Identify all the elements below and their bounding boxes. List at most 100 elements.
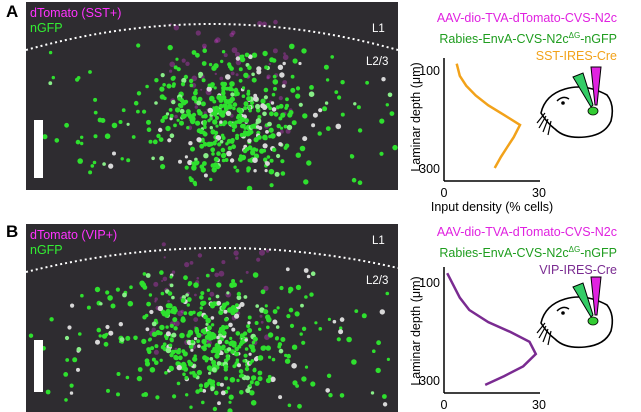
tomato-signal [194, 105, 198, 109]
ngfp-cell [93, 110, 98, 115]
ngfp-cell [146, 301, 151, 307]
ngfp-cell [230, 88, 235, 92]
ngfp-cell [200, 300, 206, 307]
label-ngfp-a: nGFP [30, 21, 63, 35]
tomato-signal [265, 249, 270, 253]
ngfp-cell [207, 83, 212, 88]
ngfp-cell [208, 297, 212, 301]
ngfp-cell [238, 369, 244, 374]
tomato-signal [260, 320, 264, 324]
ngfp-cell [242, 123, 246, 128]
xtick-a-0: 0 [441, 186, 448, 200]
ngfp-cell [269, 57, 275, 63]
ngfp-cell [263, 87, 269, 93]
ngfp-cell [381, 77, 386, 82]
ngfp-cell [245, 388, 251, 394]
ngfp-cell [203, 314, 208, 320]
ngfp-cell [278, 116, 283, 121]
ngfp-cell [262, 134, 268, 141]
ngfp-cell [174, 107, 181, 113]
ngfp-cell [210, 331, 216, 338]
ngfp-cell [306, 274, 311, 279]
ngfp-cell [246, 96, 252, 102]
ngfp-cell [201, 78, 206, 83]
ngfp-cell [265, 314, 271, 320]
ngfp-cell [304, 365, 309, 369]
ngfp-cell [225, 110, 231, 116]
ngfp-cell [205, 273, 210, 278]
ngfp-cell [107, 295, 113, 301]
tomato-signal [167, 300, 170, 303]
ngfp-cell [136, 375, 143, 382]
ngfp-cell [159, 156, 165, 161]
ngfp-cell [260, 289, 266, 295]
ngfp-cell [165, 347, 172, 354]
xtick-b-30: 30 [532, 398, 546, 412]
ngfp-cell [276, 123, 281, 129]
ngfp-cell [299, 332, 303, 336]
ngfp-cell [167, 44, 173, 51]
ngfp-cell [216, 335, 220, 340]
ngfp-cell [165, 325, 169, 329]
tomato-signal [215, 37, 221, 43]
ngfp-cell [171, 99, 176, 105]
ngfp-cell [257, 115, 262, 119]
ngfp-cell [379, 151, 384, 156]
ngfp-cell [385, 291, 390, 296]
ngfp-cell [180, 316, 186, 321]
ngfp-cell [300, 303, 304, 308]
ngfp-cell [314, 321, 318, 325]
layer-label-l1-b: L1 [372, 235, 385, 247]
ngfp-cell [294, 311, 300, 317]
ngfp-cell [257, 370, 263, 376]
ngfp-cell [310, 271, 316, 276]
ngfp-cell [280, 337, 286, 342]
ngfp-cell [121, 108, 126, 113]
ngfp-cell [229, 282, 235, 288]
tomato-signal [259, 249, 265, 256]
ngfp-cell [291, 120, 297, 126]
tomato-signal [214, 272, 219, 278]
ngfp-cell [101, 333, 108, 339]
ngfp-cell [277, 344, 282, 349]
ngfp-cell [194, 88, 198, 93]
tomato-signal [235, 73, 239, 77]
ngfp-cell [238, 67, 243, 72]
ngfp-cell [165, 336, 169, 341]
ngfp-cell [382, 394, 387, 399]
ngfp-cell [301, 326, 307, 331]
ngfp-cell [145, 327, 150, 332]
ngfp-cell [159, 270, 164, 275]
ngfp-cell [266, 155, 271, 159]
ngfp-cell [226, 347, 232, 352]
ngfp-cell [195, 120, 201, 126]
ngfp-cell [212, 119, 218, 125]
ngfp-cell [227, 146, 233, 151]
ngfp-cell [159, 358, 163, 362]
ngfp-cell [96, 327, 102, 333]
ngfp-cell [173, 65, 178, 70]
ngfp-cell [185, 393, 189, 397]
ngfp-cell [222, 120, 228, 125]
ngfp-cell [325, 126, 331, 131]
ngfp-cell [176, 118, 180, 122]
ngfp-cell [275, 336, 279, 340]
ngfp-cell [260, 98, 266, 104]
tomato-signal [223, 53, 228, 58]
tomato-signal [231, 47, 238, 54]
ngfp-cell [239, 279, 243, 283]
ngfp-cell [207, 107, 214, 114]
ngfp-cell [126, 122, 130, 126]
ngfp-cell [285, 97, 289, 102]
ngfp-cell [289, 43, 295, 50]
tomato-signal [209, 291, 215, 297]
tomato-signal [214, 39, 219, 44]
ngfp-cell [103, 341, 109, 347]
ngfp-cell [144, 361, 151, 367]
ngfp-cell [204, 356, 210, 361]
ngfp-cell [227, 103, 233, 110]
ngfp-cell [244, 366, 250, 372]
ngfp-cell [189, 332, 193, 336]
tomato-signal [218, 270, 225, 277]
ngfp-cell [262, 148, 267, 153]
